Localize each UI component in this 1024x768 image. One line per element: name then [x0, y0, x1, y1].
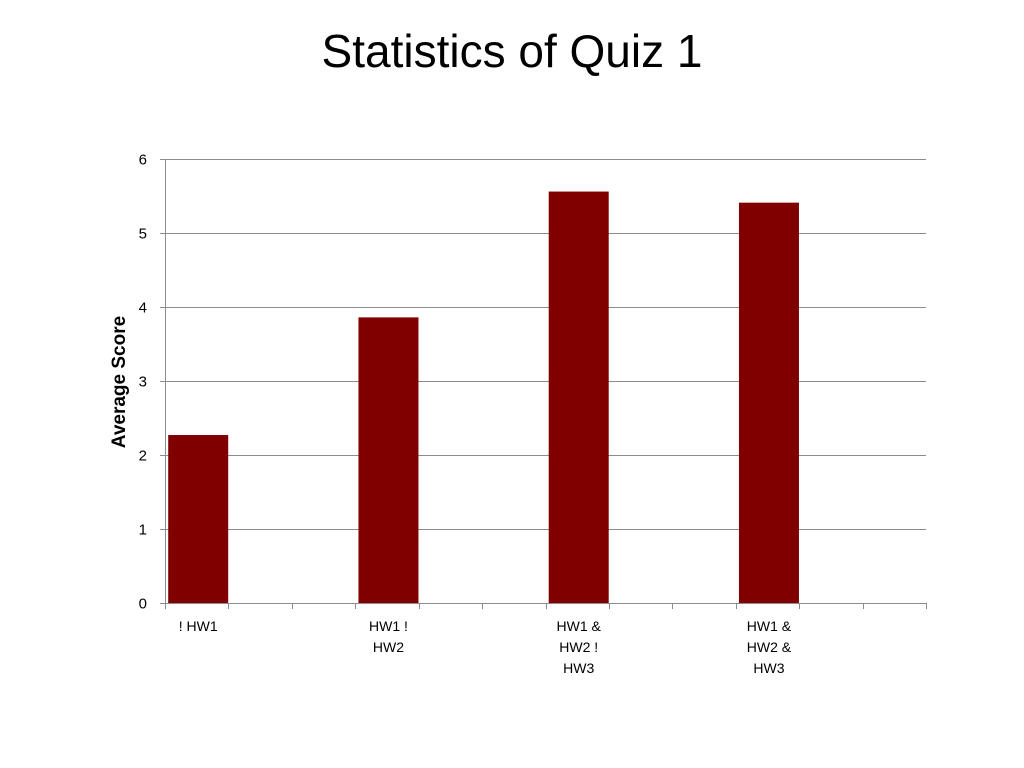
- bar: [548, 191, 609, 603]
- y-tick-label: 1: [139, 522, 147, 539]
- x-category-labels: ! HW1 HW1 ! HW2 HW1 & HW2 ! HW3 HW1 & HW2 & HW3: [179, 618, 792, 676]
- x-category-label-line: HW2: [373, 639, 404, 655]
- x-category-label-line: HW3: [563, 660, 594, 676]
- bar: [168, 435, 229, 603]
- y-tick-label: 4: [139, 300, 147, 317]
- x-category-label-line: HW1 &: [557, 618, 602, 634]
- y-axis-title: Average Score: [109, 316, 130, 448]
- y-tick-label: 3: [139, 374, 147, 391]
- x-category-label-line: HW3: [753, 660, 784, 676]
- bars: [168, 191, 799, 603]
- gridlines: [165, 159, 926, 530]
- y-tick-labels: 0 1 2 3 4 5 6: [139, 152, 147, 613]
- y-tick-label: 5: [139, 226, 147, 243]
- x-category-label: HW1 ! HW2: [369, 618, 408, 655]
- x-category-label-line: HW2 !: [559, 639, 598, 655]
- bar: [358, 317, 419, 603]
- x-category-label-line: HW1 &: [747, 618, 792, 634]
- y-tick-label: 0: [139, 596, 147, 613]
- x-category-label-line: HW2 &: [747, 639, 792, 655]
- y-tick-label: 6: [139, 152, 147, 169]
- x-category-label: HW1 & HW2 ! HW3: [557, 618, 602, 676]
- y-tick-label: 2: [139, 448, 147, 465]
- bar: [738, 202, 799, 603]
- x-category-label-line: ! HW1: [179, 618, 218, 634]
- axes: [160, 159, 927, 609]
- x-category-label-line: HW1 !: [369, 618, 408, 634]
- x-category-label: HW1 & HW2 & HW3: [747, 618, 792, 676]
- slide-title: Statistics of Quiz 1: [321, 25, 703, 77]
- x-category-label: ! HW1: [179, 618, 218, 634]
